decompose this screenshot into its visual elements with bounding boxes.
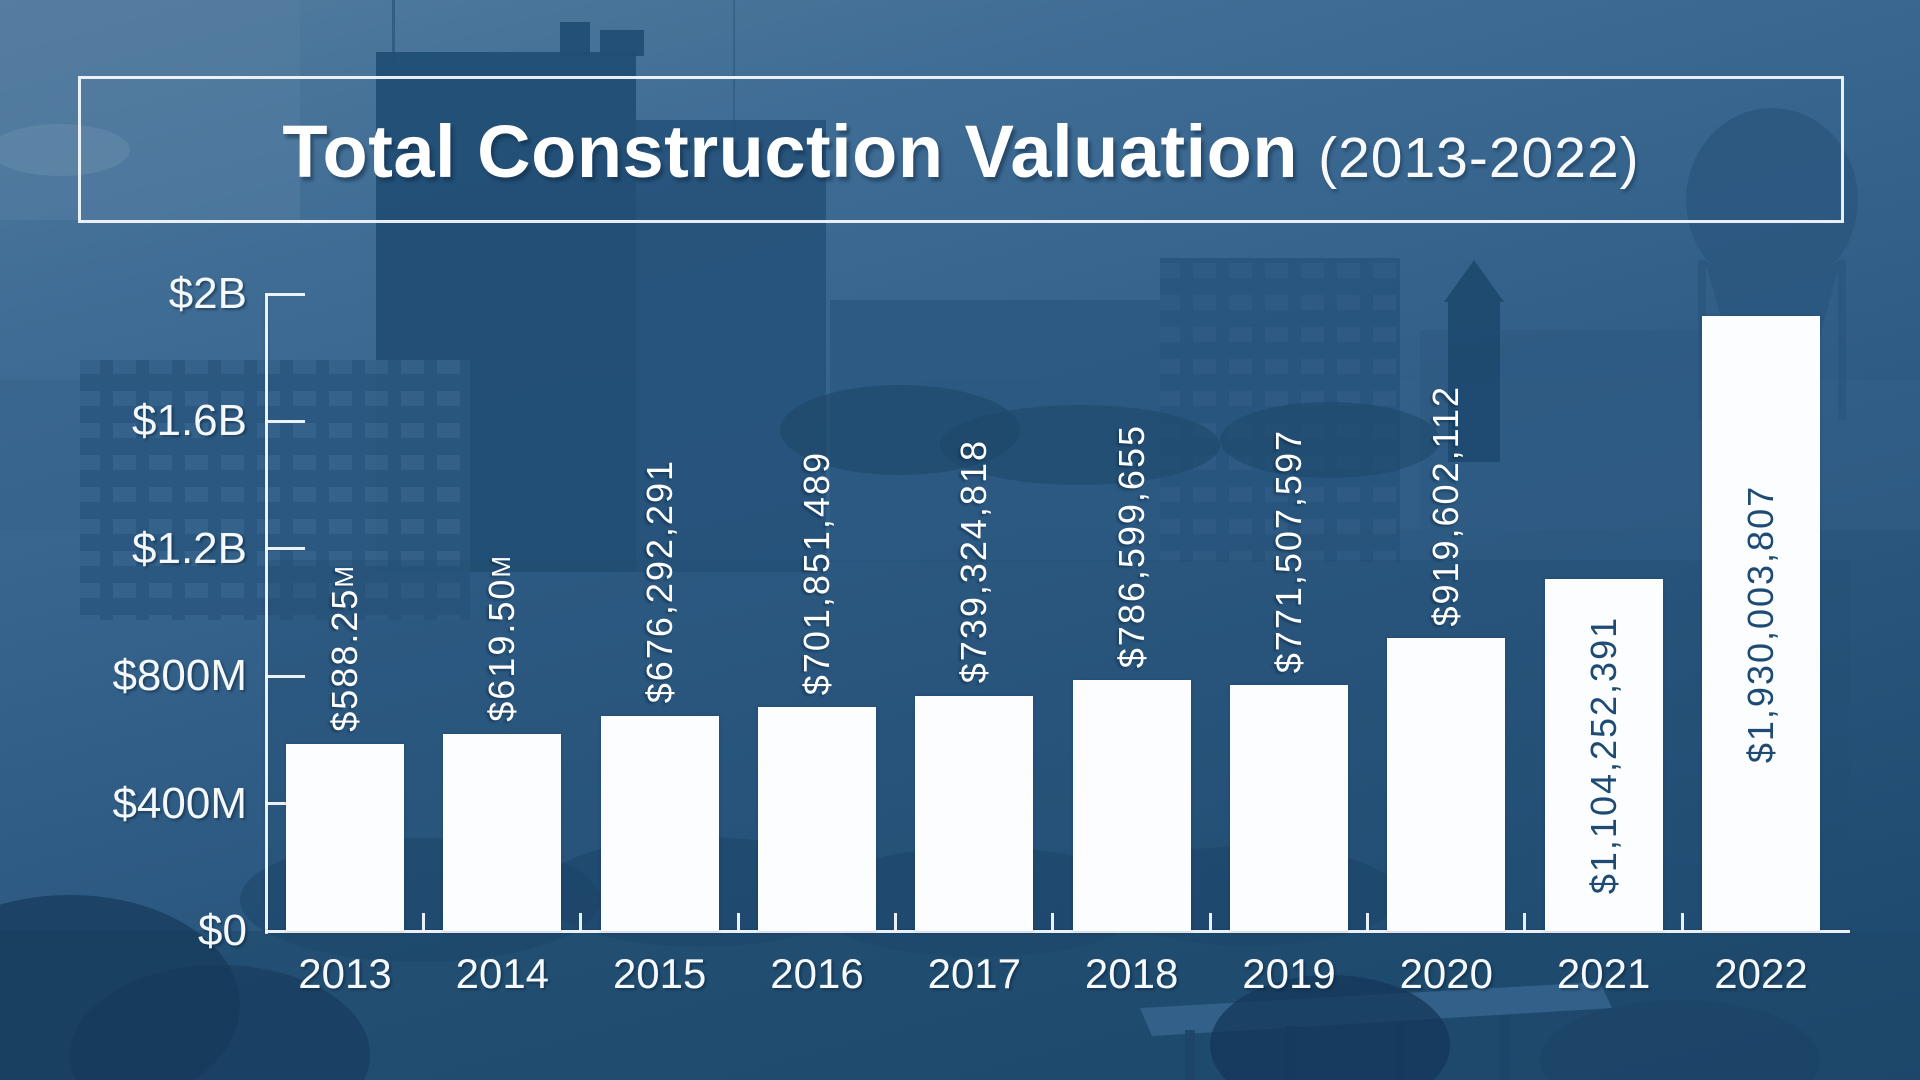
x-axis-tick: [894, 913, 898, 931]
bar-2013: [286, 743, 404, 931]
y-axis-tick-label: $800M: [112, 651, 247, 701]
window-building: [80, 360, 470, 620]
y-axis-line: [265, 294, 268, 934]
x-axis-year-label-2020: 2020: [1399, 950, 1494, 997]
chart-title: Total Construction Valuation: [282, 110, 1299, 193]
x-axis-tick: [1208, 913, 1212, 931]
bar-2022: [1701, 316, 1820, 931]
y-axis-tick: [265, 547, 305, 551]
x-axis-year-label-2021: 2021: [1556, 950, 1651, 997]
bar-value-label-2019: $771,507,597: [1267, 429, 1309, 674]
bar-2015: [600, 715, 719, 931]
y-axis-tick-label: $0: [198, 906, 247, 955]
x-axis-year-label-2013: 2013: [298, 950, 392, 997]
bar-value-label-2022: $1,930,003,807: [1739, 484, 1781, 763]
x-axis-tick: [1680, 913, 1684, 931]
x-axis-tick: [1051, 913, 1055, 931]
millions-suffix: M: [488, 553, 517, 578]
x-axis-tick: [422, 913, 426, 931]
y-axis-tick-label: $2B: [168, 269, 247, 318]
x-axis-year-label-2022: 2022: [1714, 950, 1808, 997]
x-axis-year-label-2019: 2019: [1242, 950, 1336, 997]
y-axis-tick: [265, 674, 305, 678]
chart-title-year-range: (2013-2022): [1318, 126, 1640, 190]
x-axis-tick: [1366, 913, 1370, 931]
bar-2016: [757, 707, 876, 931]
x-axis-tick: [1523, 913, 1527, 931]
bar-value-label-2020: $919,602,112: [1425, 384, 1467, 627]
x-axis-year-label-2015: 2015: [612, 950, 707, 997]
clock-tower-silhouette: [1444, 260, 1504, 462]
bar-value-label-2015: $676,292,291: [638, 459, 680, 704]
y-axis-tick-label: $1.6B: [132, 396, 247, 446]
bar-value-label-2014: $619.50M: [481, 553, 523, 722]
millions-suffix: M: [331, 563, 359, 588]
foreground: [0, 895, 1920, 1080]
bar-2019: [1229, 685, 1348, 931]
bar-value-label-2013: $588.25M: [324, 563, 365, 732]
bar-2018: [1072, 680, 1191, 931]
y-axis-tick-label: $1.2B: [132, 523, 247, 573]
bar-value-label-2016: $701,851,489: [795, 451, 837, 696]
tower-silhouette: [376, 0, 826, 572]
bar-2017: [915, 695, 1034, 931]
bar-2014: [443, 733, 562, 931]
y-axis-tick: [265, 292, 305, 296]
x-axis-tick: [579, 913, 583, 931]
y-axis-tick: [265, 802, 305, 806]
x-axis-tick: [736, 913, 740, 931]
x-axis-year-label-2018: 2018: [1084, 950, 1179, 997]
y-axis-tick-label: $400M: [112, 778, 247, 828]
title-box: Total Construction Valuation (2013-2022): [78, 76, 1844, 223]
bar-value-label-2021: $1,104,252,391: [1582, 616, 1624, 895]
bar-2020: [1387, 638, 1506, 931]
sky-patch: [0, 0, 300, 220]
x-axis-year-label-2016: 2016: [770, 950, 864, 997]
x-axis-baseline: [265, 930, 1850, 933]
bar-value-label-2018: $786,599,655: [1110, 424, 1152, 669]
y-axis-tick: [265, 419, 305, 423]
bar-value-label-2017: $739,324,818: [953, 439, 995, 684]
x-axis-year-label-2014: 2014: [455, 950, 550, 997]
bar-2021: [1544, 579, 1663, 931]
x-axis-year-label-2017: 2017: [927, 950, 1022, 997]
